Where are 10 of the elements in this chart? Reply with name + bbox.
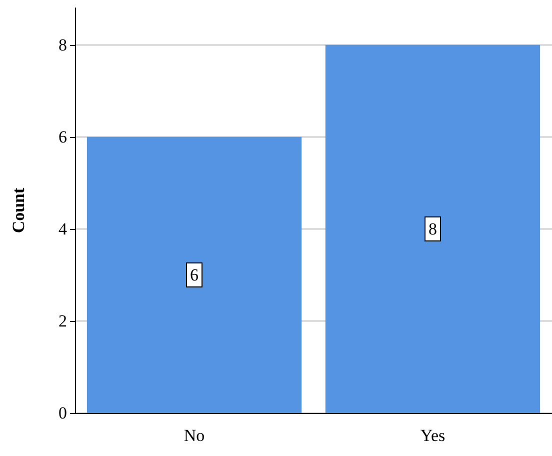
x-tick-label: Yes <box>420 426 446 445</box>
y-tick-label: 2 <box>58 311 67 330</box>
data-label: 6 <box>190 265 198 284</box>
y-tick-label: 0 <box>58 404 67 422</box>
x-tick-label: No <box>184 426 205 445</box>
data-label: 8 <box>428 219 437 238</box>
y-axis-title: Count <box>9 187 28 234</box>
y-tick-label: 6 <box>58 127 67 146</box>
y-tick-label: 4 <box>58 219 68 238</box>
y-tick-label: 8 <box>58 35 67 54</box>
